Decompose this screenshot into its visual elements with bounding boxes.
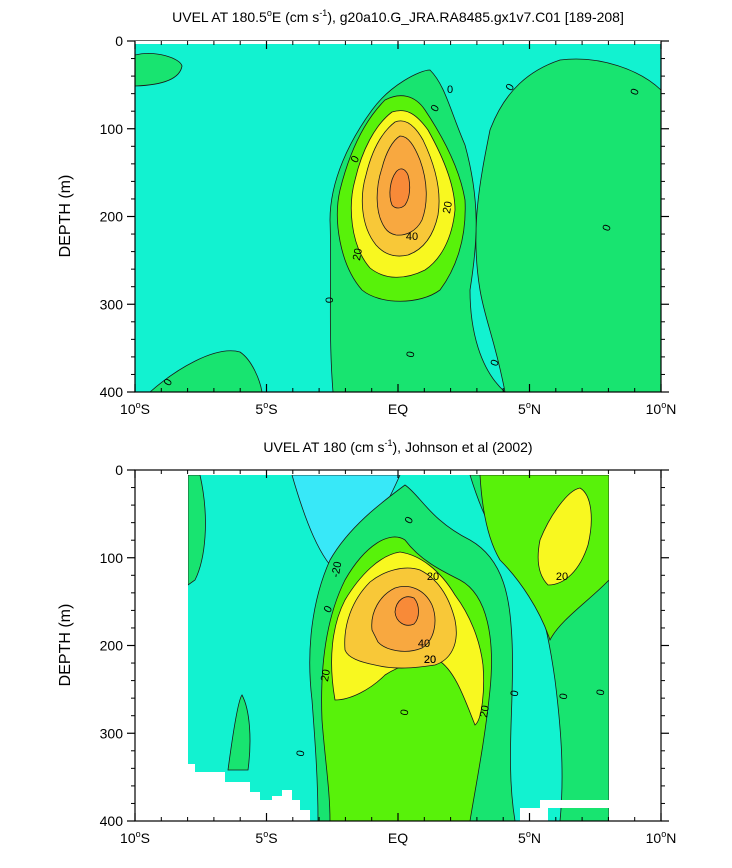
contour-label: 0 bbox=[429, 103, 442, 114]
x-tick-label: 10oS bbox=[120, 400, 150, 417]
x-tick-label: EQ bbox=[388, 830, 408, 846]
chart-1-contours bbox=[135, 41, 661, 392]
chart-1-region-100 bbox=[389, 168, 411, 209]
x-tick-label: 10oN bbox=[646, 829, 677, 846]
contour-label: 0 bbox=[399, 708, 412, 716]
contour-label: 20 bbox=[319, 668, 333, 682]
contour-label: 0 bbox=[322, 604, 335, 615]
chart-2-region-40 bbox=[537, 487, 592, 586]
contour-label: 0 bbox=[162, 377, 175, 388]
chart-2-missing-data-left bbox=[135, 470, 310, 821]
contour-label: 0 bbox=[295, 749, 308, 757]
contour-label: 20 bbox=[351, 247, 365, 261]
y-tick-label: 300 bbox=[100, 725, 124, 741]
y-tick-label: 100 bbox=[100, 121, 124, 137]
y-tick-label: 200 bbox=[100, 209, 124, 225]
chart-1-region-0 bbox=[135, 53, 183, 87]
contour-label: 0 bbox=[595, 688, 608, 696]
contour-label: 0 bbox=[558, 692, 571, 700]
contour-label: 0 bbox=[324, 297, 336, 303]
contour-label: -20 bbox=[330, 561, 345, 579]
y-tick-label: 400 bbox=[100, 384, 124, 400]
x-tick-label: 5oN bbox=[518, 400, 541, 417]
chart-2-y-axis-label: DEPTH (m) bbox=[57, 604, 74, 687]
x-tick-label: 5oN bbox=[518, 829, 541, 846]
chart-1-title: UVEL AT 180.5oE (cm s-1), g20a10.G_JRA.R… bbox=[172, 8, 624, 25]
y-tick-label: 0 bbox=[115, 462, 123, 478]
chart-2-region-0 bbox=[227, 694, 251, 771]
contour-label: 0 bbox=[447, 84, 453, 96]
contour-label: 40 bbox=[418, 638, 430, 650]
chart-1-region-0 bbox=[149, 350, 263, 392]
contour-label: 20 bbox=[556, 571, 568, 583]
contour-label: 0 bbox=[349, 154, 362, 165]
y-tick-label: 100 bbox=[100, 550, 124, 566]
y-tick-label: 200 bbox=[100, 638, 124, 654]
chart-2-region-0 bbox=[187, 474, 206, 586]
contour-label: 0 bbox=[509, 689, 522, 697]
chart-2-title: UVEL AT 180 (cm s-1), Johnson et al (200… bbox=[263, 438, 532, 455]
contour-label: 20 bbox=[478, 704, 492, 718]
chart-2-contours bbox=[187, 474, 610, 821]
contour-label: 0 bbox=[504, 82, 517, 93]
x-tick-label: 5oS bbox=[255, 829, 277, 846]
contour-label: 20 bbox=[427, 571, 439, 583]
x-tick-label: 10oS bbox=[120, 829, 150, 846]
chart-2-region-100 bbox=[394, 596, 419, 626]
contour-label: 0 bbox=[600, 223, 613, 233]
contour-label: 0 bbox=[488, 358, 501, 368]
chart-1-y-axis-label: DEPTH (m) bbox=[57, 175, 74, 258]
contour-label: 20 bbox=[441, 200, 455, 214]
x-tick-label: EQ bbox=[388, 401, 408, 417]
y-tick-label: 400 bbox=[100, 813, 124, 829]
y-tick-label: 300 bbox=[100, 296, 124, 312]
contour-label: 20 bbox=[424, 654, 436, 666]
contour-label: 0 bbox=[405, 350, 418, 358]
contour-label: 0 bbox=[628, 87, 641, 97]
contour-label: 0 bbox=[403, 515, 416, 526]
chart-1-region-0 bbox=[475, 58, 661, 392]
contour-label: 20 bbox=[424, 654, 436, 666]
y-tick-label: 0 bbox=[115, 33, 123, 49]
x-tick-label: 10oN bbox=[646, 400, 677, 417]
x-tick-label: 5oS bbox=[255, 400, 277, 417]
chart-2-missing-data-right bbox=[520, 470, 661, 821]
contour-label: 40 bbox=[406, 231, 418, 243]
